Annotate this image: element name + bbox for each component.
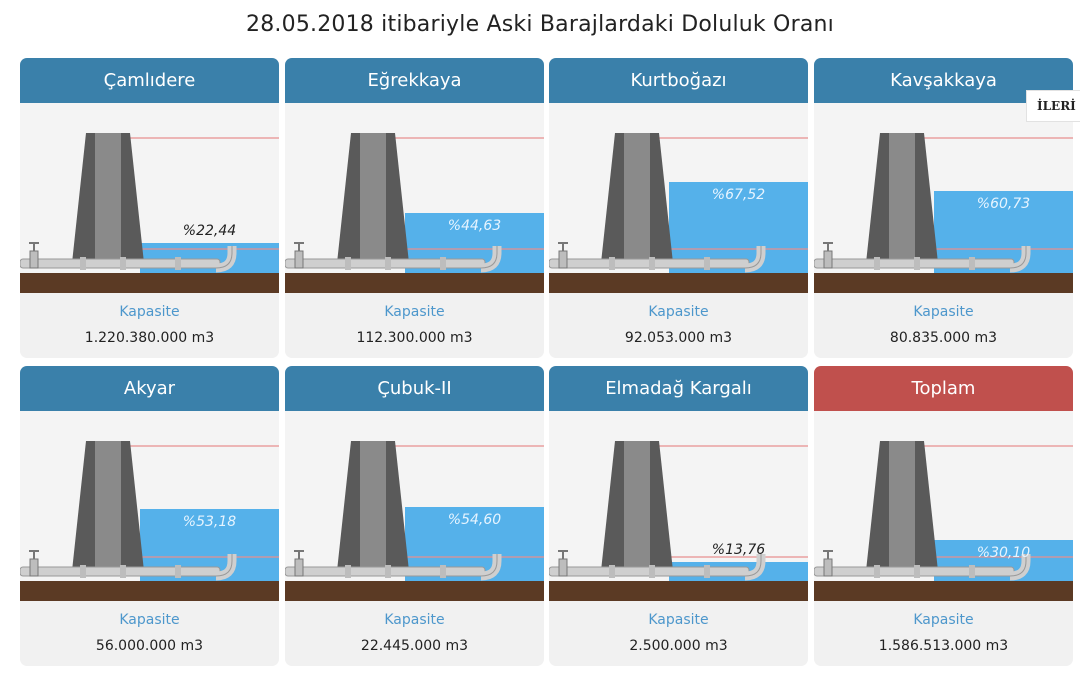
dam-illustration: %44,63 [285, 103, 544, 293]
dam-card[interactable]: Toplam %30,10 Kapasite 1.586.513.000 m3 [814, 366, 1073, 666]
dam-wall-center [95, 441, 121, 571]
dam-card[interactable]: Çubuk-II %54,60 Kapasite 22.445.000 m3 [285, 366, 544, 666]
dam-name: Eğrekkaya [285, 58, 544, 103]
soil [285, 273, 544, 293]
dam-illustration: %54,60 [285, 411, 544, 601]
dam-wall-center [889, 133, 915, 263]
dam-card[interactable]: Çamlıdere %22,44 Kapasite 1.220.380.000 m3 [20, 58, 279, 358]
soil [549, 581, 808, 601]
capacity-label: Kapasite [384, 612, 445, 628]
valve-icon [29, 250, 39, 269]
dam-card[interactable]: Kavşakkaya %60,73 Kapasite 80.835.000 m3 [814, 58, 1073, 358]
valve-icon [823, 250, 833, 269]
soil [549, 273, 808, 293]
dam-graphic [814, 441, 1073, 601]
dam-card[interactable]: Akyar %53,18 Kapasite 56.000.000 m3 [20, 366, 279, 666]
soil [814, 581, 1073, 601]
dam-illustration: %60,73 [814, 103, 1073, 293]
dam-graphic [814, 133, 1073, 293]
capacity-value: 1.586.513.000 m3 [878, 638, 1009, 654]
capacity-label: Kapasite [913, 304, 974, 320]
dam-name: Kurtboğazı [549, 58, 808, 103]
dam-graphic [285, 133, 544, 293]
fill-percentage: %30,10 [976, 545, 1031, 562]
capacity-value: 92.053.000 m3 [624, 330, 733, 346]
soil [285, 581, 544, 601]
fill-percentage: %53,18 [182, 514, 237, 531]
dam-illustration: %22,44 [20, 103, 279, 293]
dam-card[interactable]: Kurtboğazı %67,52 Kapasite 92.053.000 m3 [549, 58, 808, 358]
fill-percentage: %13,76 [711, 542, 766, 559]
dam-wall-center [624, 441, 650, 571]
fill-percentage: %44,63 [447, 217, 502, 234]
dam-graphic [20, 133, 279, 293]
capacity-value: 112.300.000 m3 [356, 330, 473, 346]
capacity-label: Kapasite [384, 304, 445, 320]
dam-name: Toplam [814, 366, 1073, 411]
dam-name: Kavşakkaya [814, 58, 1073, 103]
dam-name: Çamlıdere [20, 58, 279, 103]
valve-icon [294, 250, 304, 269]
capacity-value: 1.220.380.000 m3 [84, 330, 215, 346]
capacity-label: Kapasite [119, 304, 180, 320]
soil [20, 273, 279, 293]
capacity-value: 2.500.000 m3 [629, 638, 728, 654]
dam-wall-center [360, 133, 386, 263]
capacity-value: 56.000.000 m3 [95, 638, 204, 654]
dam-card[interactable]: Eğrekkaya %44,63 Kapasite 112.300.000 m3 [285, 58, 544, 358]
fill-percentage: %67,52 [711, 186, 766, 203]
dam-card[interactable]: Elmadağ Kargalı %13,76 Kapasite 2.500.000 m… [549, 366, 808, 666]
dam-graphic [285, 441, 544, 601]
dam-illustration: %30,10 [814, 411, 1073, 601]
valve-icon [558, 558, 568, 577]
capacity-label: Kapasite [913, 612, 974, 628]
dam-illustration: %67,52 [549, 103, 808, 293]
valve-icon [558, 250, 568, 269]
dam-wall-center [95, 133, 121, 263]
capacity-value: 22.445.000 m3 [360, 638, 469, 654]
dam-name: Elmadağ Kargalı [549, 366, 808, 411]
dam-wall-center [360, 441, 386, 571]
fill-percentage: %60,73 [976, 196, 1031, 212]
valve-icon [823, 558, 833, 577]
capacity-label: Kapasite [648, 304, 709, 320]
soil [20, 581, 279, 601]
fill-percentage: %22,44 [182, 222, 237, 239]
dam-wall-center [889, 441, 915, 571]
dam-illustration: %53,18 [20, 411, 279, 601]
valve-icon [29, 558, 39, 577]
water-level [669, 181, 808, 273]
capacity-label: Kapasite [648, 612, 709, 628]
valve-icon [294, 558, 304, 577]
dam-name: Çubuk-II [285, 366, 544, 411]
dam-graphic [549, 441, 808, 601]
next-button[interactable]: İLERİ [1026, 90, 1080, 122]
dam-graphic [20, 441, 279, 601]
fill-percentage: %54,60 [447, 512, 502, 529]
dam-illustration: %13,76 [549, 411, 808, 601]
page-title: 28.05.2018 itibariyle Aski Barajlardaki … [246, 12, 834, 37]
soil [814, 273, 1073, 293]
dam-name: Akyar [20, 366, 279, 411]
capacity-label: Kapasite [119, 612, 180, 628]
dam-graphic [549, 133, 808, 293]
dam-wall-center [624, 133, 650, 263]
capacity-value: 80.835.000 m3 [889, 330, 998, 346]
